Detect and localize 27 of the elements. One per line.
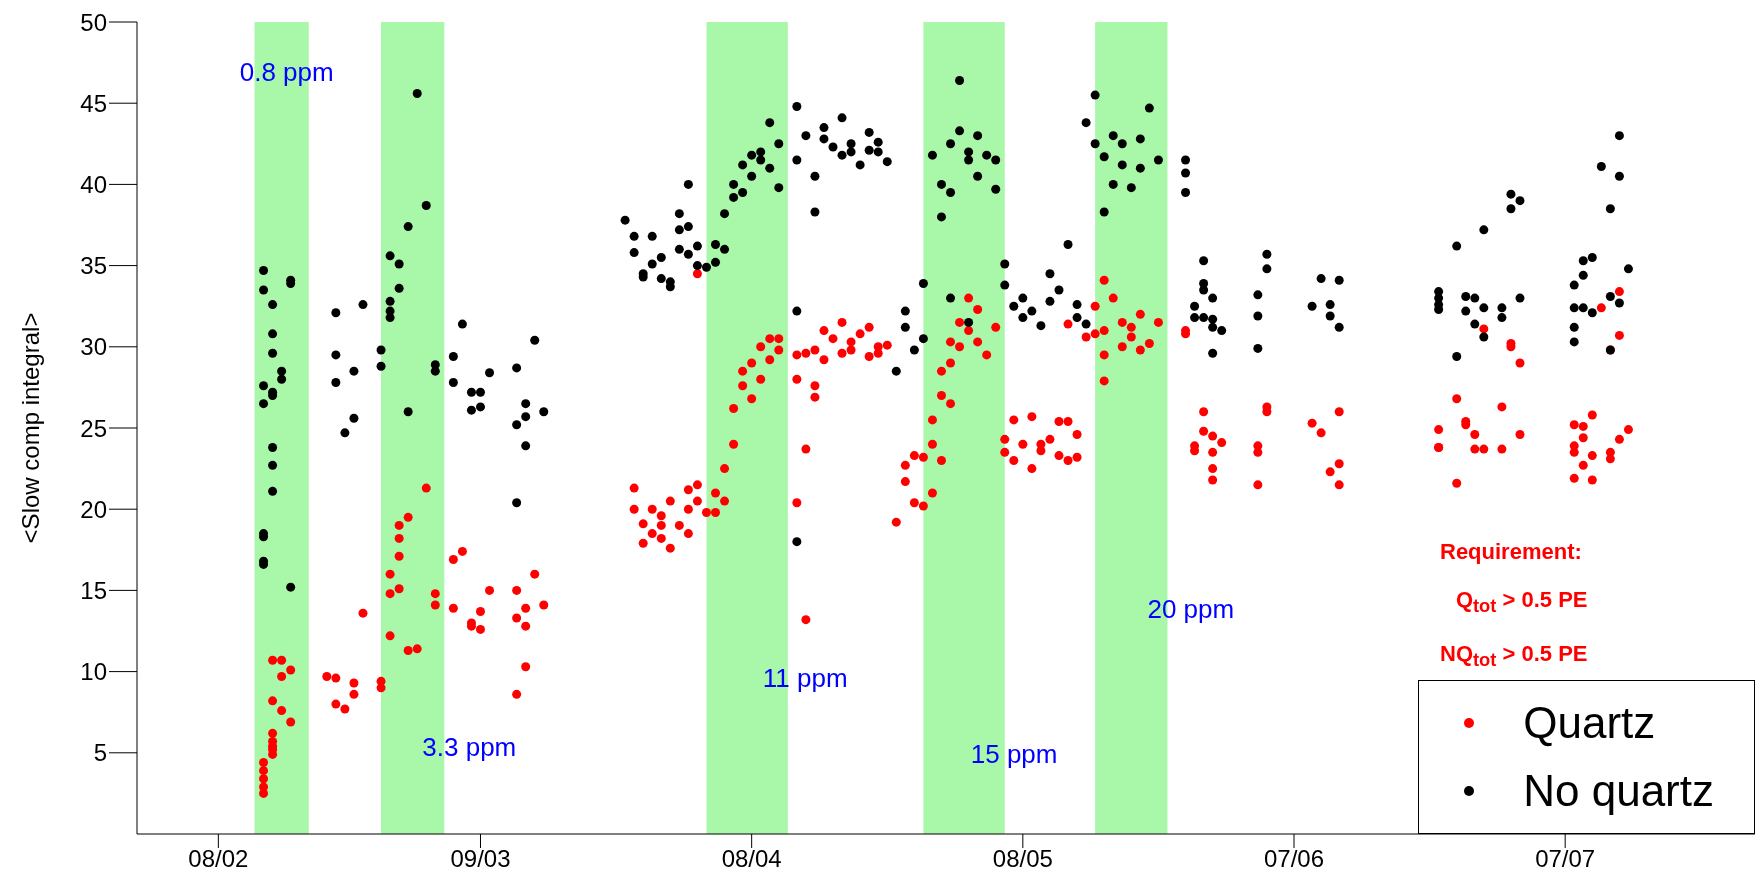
y-tick-label: 35 (80, 252, 107, 280)
legend-label: Quartz (1523, 697, 1656, 749)
y-tick-label: 20 (80, 495, 107, 523)
y-tick-label: 30 (80, 333, 107, 361)
y-tick-label: 10 (80, 658, 107, 686)
y-tick-label: 50 (80, 8, 107, 36)
x-tick-label: 07/07 (1535, 845, 1596, 873)
band-label: 11 ppm (762, 663, 848, 694)
x-tick-label: 09/03 (450, 845, 511, 873)
band-label: 20 ppm (1147, 594, 1235, 625)
y-axis-title: <Slow comp integral> (16, 312, 44, 544)
band-label: 3.3 ppm (422, 732, 517, 763)
band-label: 15 ppm (970, 738, 1058, 769)
x-tick-label: 08/05 (992, 845, 1053, 873)
y-tick-label: 45 (80, 89, 107, 117)
y-tick-label: 25 (80, 414, 107, 442)
y-tick-label: 40 (80, 170, 107, 198)
annotation: Q$_{tot}$ > 0.5 PE (1454, 586, 1588, 619)
legend-label: No quartz (1523, 765, 1714, 817)
x-tick-label: 07/06 (1263, 845, 1325, 873)
x-tick-label: 08/02 (188, 845, 249, 873)
annotation: NQ$_{tot}$ > 0.5 PE (1440, 640, 1588, 673)
y-tick-label: 15 (80, 576, 107, 604)
band-label: 0.8 ppm (239, 57, 334, 88)
y-tick-label: 5 (93, 739, 107, 767)
annotation: Requirement: (1440, 538, 1583, 566)
x-tick-label: 08/04 (721, 845, 782, 873)
